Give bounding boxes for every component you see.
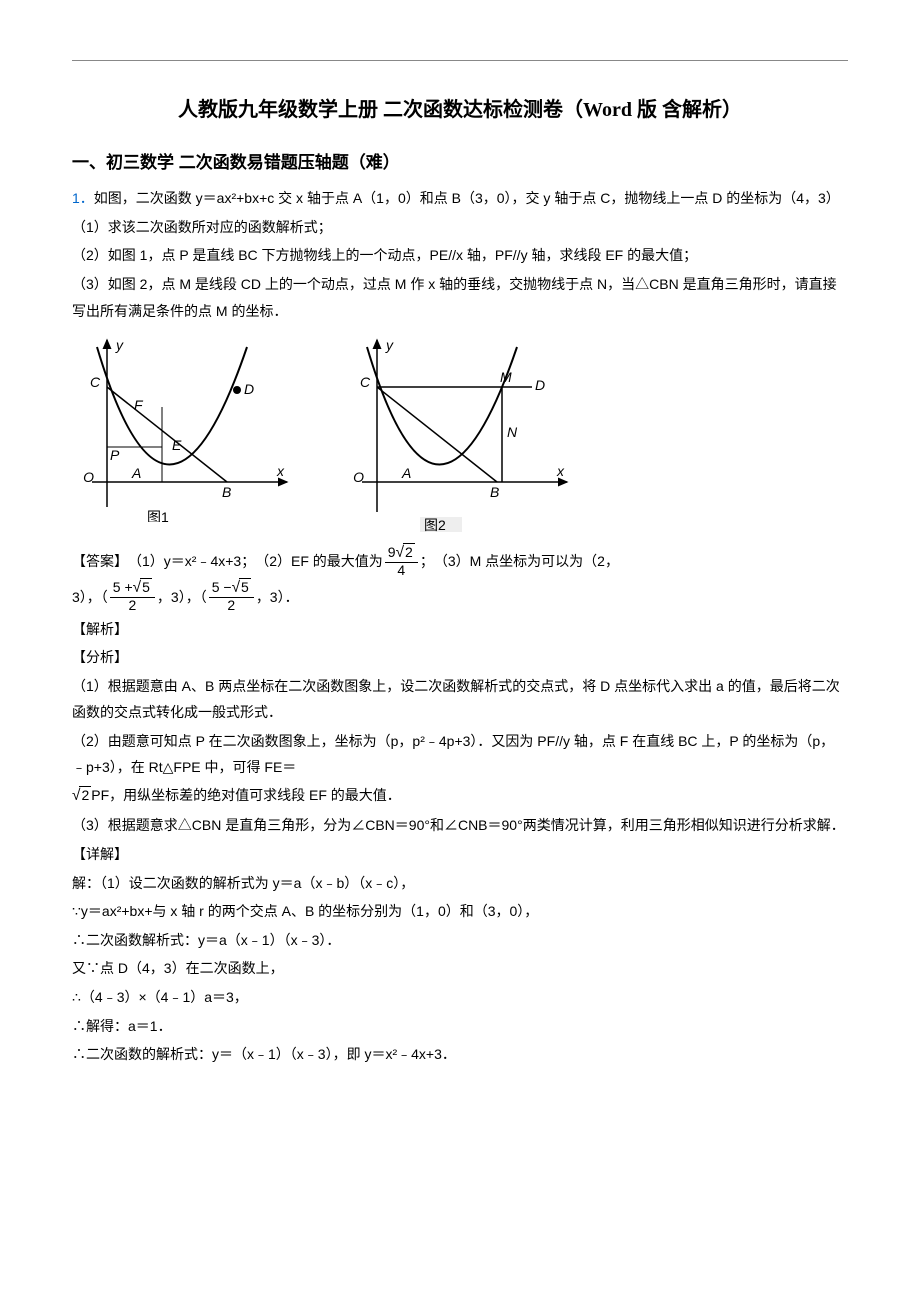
answer-2-pre: （2）EF 的最大值为 bbox=[255, 548, 383, 575]
answer-3-pre: （3）M 点坐标为可以为（2， bbox=[434, 548, 619, 575]
analysis-p3: （3）根据题意求△CBN 是直角三角形，分为∠CBN＝90°和∠CNB＝90°两… bbox=[72, 812, 848, 839]
svg-text:C: C bbox=[360, 374, 371, 390]
svg-text:A: A bbox=[131, 465, 141, 481]
top-rule bbox=[72, 60, 848, 61]
svg-text:y: y bbox=[385, 337, 394, 353]
detail-l6: ∴解得：a＝1． bbox=[72, 1013, 848, 1040]
answer-1: （1）y＝x²﹣4x+3； bbox=[128, 548, 255, 575]
detail-l2: ∵y＝ax²+bx+与 x 轴 r 的两个交点 A、B 的坐标分别为（1，0）和… bbox=[72, 898, 848, 925]
detail-l5: ∴（4﹣3）×（4﹣1）a＝3， bbox=[72, 984, 848, 1011]
svg-text:O: O bbox=[83, 469, 94, 485]
frac-1: 5 +√5 2 bbox=[110, 580, 155, 613]
detail-l7: ∴二次函数的解析式：y＝（x﹣1）（x﹣3），即 y＝x²﹣4x+3． bbox=[72, 1041, 848, 1068]
jiexi-label: 【解析】 bbox=[72, 616, 848, 643]
svg-text:B: B bbox=[222, 484, 231, 500]
question-stem: 如图，二次函数 y＝ax²+bx+c 交 x 轴于点 A（1，0）和点 B（3，… bbox=[94, 190, 840, 206]
svg-text:F: F bbox=[134, 397, 144, 413]
svg-text:y: y bbox=[115, 337, 124, 353]
fig1-caption: 图1 bbox=[147, 509, 169, 522]
section-heading: 一、初三数学 二次函数易错题压轴题（难） bbox=[72, 147, 848, 179]
analysis-p1: （1）根据题意由 A、B 两点坐标在二次函数图象上，设二次函数解析式的交点式，将… bbox=[72, 673, 848, 726]
q1-part2: （2）如图 1，点 P 是直线 BC 下方抛物线上的一个动点，PE//x 轴，P… bbox=[72, 242, 848, 269]
answer-label: 【答案】 bbox=[72, 548, 128, 575]
q1-part1: （1）求该二次函数所对应的函数解析式； bbox=[72, 214, 848, 241]
svg-text:C: C bbox=[90, 374, 101, 390]
answer-line2: 3），（ 5 +√5 2 ，3），（ 5 −√5 2 ，3）． bbox=[72, 580, 848, 613]
svg-text:A: A bbox=[401, 465, 411, 481]
svg-text:D: D bbox=[244, 381, 254, 397]
figure-2: O A B C D M N x y 图2 bbox=[342, 332, 572, 541]
svg-text:x: x bbox=[556, 463, 565, 479]
answer-2-post: ； bbox=[420, 548, 434, 575]
analysis-p2: （2）由题意可知点 P 在二次函数图象上，坐标为（p，p²﹣4p+3）．又因为 … bbox=[72, 728, 848, 810]
figures-row: O A B C D E F P x y 图1 O bbox=[72, 332, 848, 541]
detail-l4: 又∵点 D（4，3）在二次函数上， bbox=[72, 955, 848, 982]
answer-2-frac: 9√2 4 bbox=[385, 545, 418, 578]
fenxi-label: 【分析】 bbox=[72, 644, 848, 671]
doc-title: 人教版九年级数学上册 二次函数达标检测卷（Word 版 含解析） bbox=[72, 91, 848, 129]
svg-text:x: x bbox=[276, 463, 285, 479]
answer-block: 【答案】 （1）y＝x²﹣4x+3； （2）EF 的最大值为 9√2 4 ； （… bbox=[72, 545, 848, 578]
xiangjie-label: 【详解】 bbox=[72, 841, 848, 868]
svg-text:E: E bbox=[172, 437, 182, 453]
q1-part3: （3）如图 2，点 M 是线段 CD 上的一个动点，过点 M 作 x 轴的垂线，… bbox=[72, 271, 848, 324]
figure-1: O A B C D E F P x y 图1 bbox=[72, 332, 302, 541]
question-1: 1．如图，二次函数 y＝ax²+bx+c 交 x 轴于点 A（1，0）和点 B（… bbox=[72, 185, 848, 212]
detail-l3: ∴二次函数解析式：y＝a（x﹣1）（x﹣3）． bbox=[72, 927, 848, 954]
svg-text:N: N bbox=[507, 424, 518, 440]
question-number: 1． bbox=[72, 190, 94, 206]
detail-l1: 解：（1）设二次函数的解析式为 y＝a（x﹣b）（x﹣c）， bbox=[72, 870, 848, 897]
svg-text:P: P bbox=[110, 447, 120, 463]
svg-text:O: O bbox=[353, 469, 364, 485]
svg-text:M: M bbox=[500, 369, 512, 385]
fig2-caption: 图2 bbox=[424, 517, 446, 532]
frac-2: 5 −√5 2 bbox=[209, 580, 254, 613]
svg-text:B: B bbox=[490, 484, 499, 500]
svg-text:D: D bbox=[535, 377, 545, 393]
